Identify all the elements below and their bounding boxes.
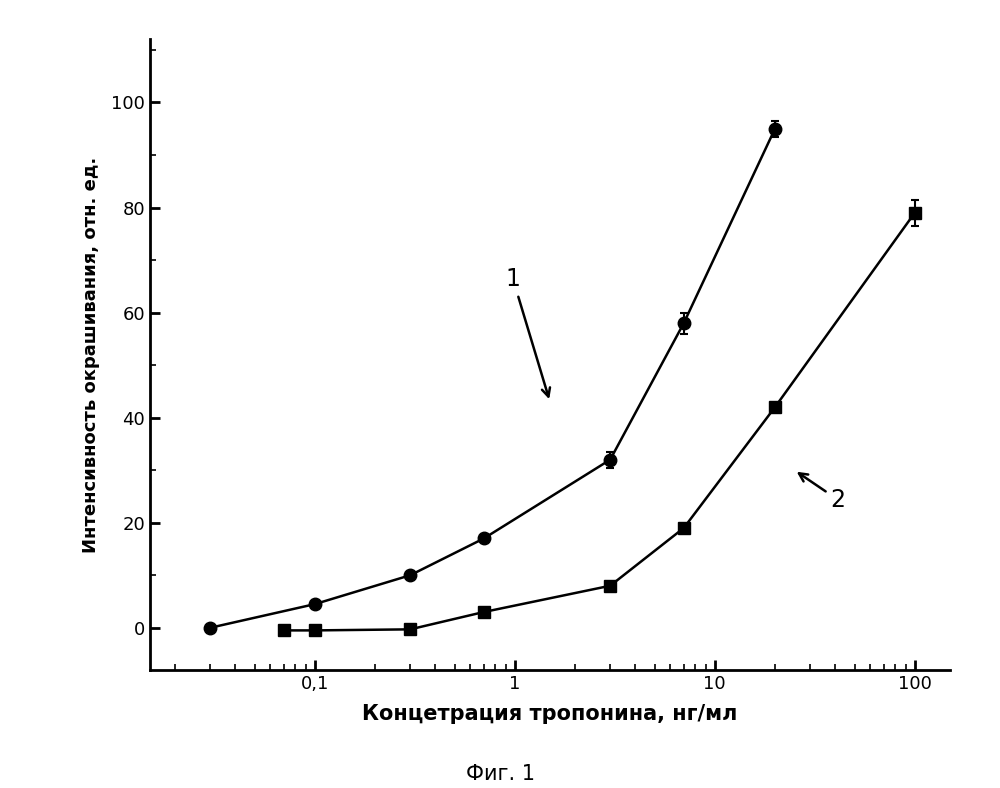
Y-axis label: Интенсивность окрашивания, отн. ед.: Интенсивность окрашивания, отн. ед. [82, 157, 100, 552]
Text: Фиг. 1: Фиг. 1 [466, 764, 534, 784]
Text: 2: 2 [799, 474, 846, 512]
X-axis label: Концетрация тропонина, нг/мл: Концетрация тропонина, нг/мл [362, 704, 738, 723]
Text: 1: 1 [506, 267, 550, 396]
